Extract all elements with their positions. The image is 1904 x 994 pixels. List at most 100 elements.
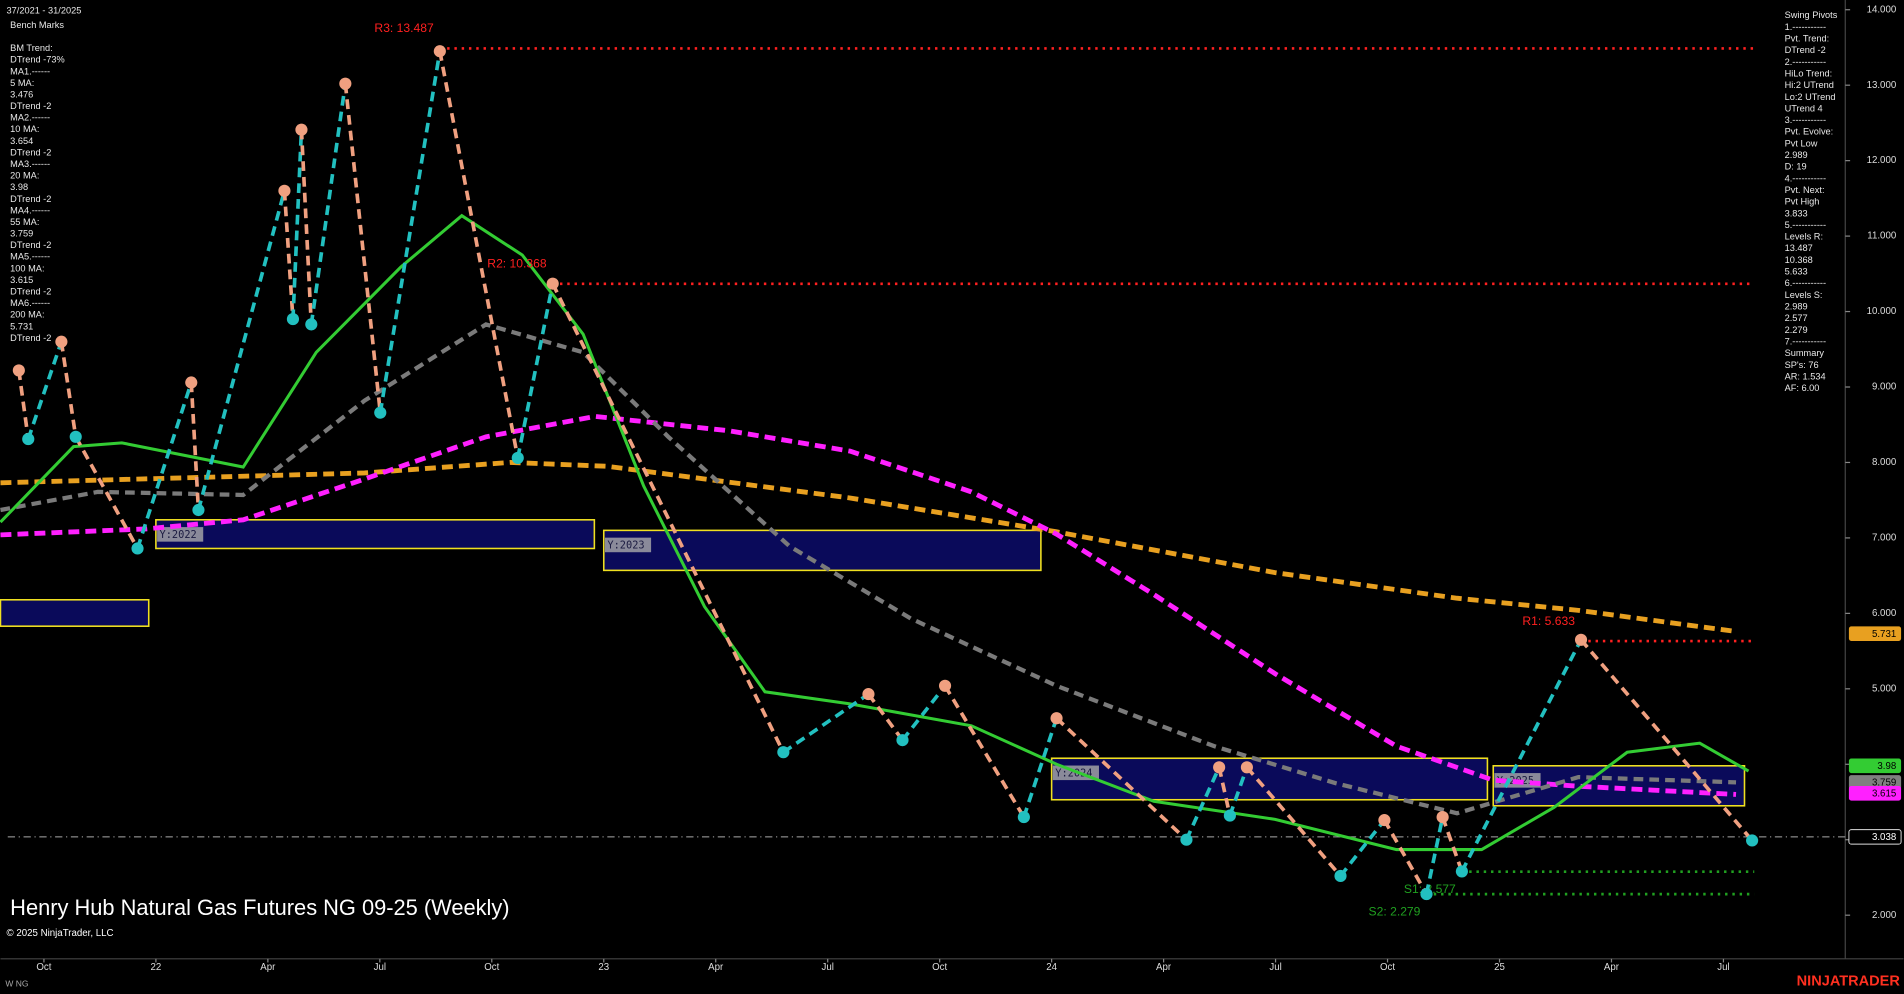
swing-pivot-line: Pvt. Next: [1785,185,1825,195]
benchmark-line: 20 MA: [10,171,39,181]
y-tick-label: 2.000 [1872,910,1897,921]
price-badge-label: 3.615 [1872,789,1896,800]
chart-title: Henry Hub Natural Gas Futures NG 09-25 (… [10,895,509,920]
pivot-point [1334,869,1347,883]
benchmark-line: DTrend -2 [10,101,51,111]
pivot-point [433,45,446,58]
pivot-point [546,277,559,290]
x-tick-label: Jul [822,962,834,973]
benchmark-line: MA3.------ [10,159,50,169]
year-box-label: Y:2024 [1055,767,1092,779]
price-badge-label: 5.731 [1872,629,1896,640]
pivot-point [1420,887,1433,901]
price-badge [1848,758,1902,774]
pivot-leg [1184,766,1221,841]
pivot-point [305,318,318,331]
pivot-point [511,451,524,465]
x-tick-label: Oct [932,962,947,973]
pivot-point [1436,811,1449,824]
y-tick-label: 8.000 [1872,457,1897,468]
swing-pivot-line: Levels R: [1785,232,1823,242]
pivot-point [192,503,205,517]
y-tick-label: 11.000 [1867,231,1897,242]
x-tick-label: 24 [1046,962,1057,973]
pivot-point [1223,809,1236,822]
swing-pivot-line: Swing Pivots [1785,10,1838,20]
benchmark-line: DTrend -73% [10,55,64,65]
swing-pivot-line: Pvt. Evolve: [1785,127,1834,137]
benchmark-line: DTrend -2 [10,287,51,297]
pivot-leg [1579,638,1754,842]
y-tick-label: 7.000 [1872,532,1897,543]
benchmark-line: 5 MA: [10,78,34,88]
pivot-leg [901,684,947,742]
swing-pivot-line: 5.633 [1785,267,1808,277]
swing-pivot-line: Hi:2 UTrend [1785,80,1834,90]
benchmark-line: 100 MA: [10,263,44,273]
pivot-leg [438,50,520,459]
swing-pivot-line: 3.833 [1785,208,1808,218]
x-tick-label: Oct [36,962,51,973]
pivot-point [1213,761,1226,774]
swing-pivot-line: 7.----------- [1785,336,1826,346]
y-tick-label: 10.000 [1867,306,1897,317]
pivot-point [1455,865,1468,878]
swing-pivot-line: 1.----------- [1785,22,1826,32]
benchmark-line: 3.98 [10,182,28,192]
pivot-point [1017,811,1030,824]
benchmark-line: 3.759 [10,229,33,239]
pivot-leg [378,50,442,413]
pivot-leg [343,83,383,413]
price-badge-label: 3.759 [1872,778,1896,789]
brand: NINJATRADER [1797,974,1901,990]
pivot-leg [1339,818,1386,878]
year-box-tag [604,537,652,553]
instrument: W NG [5,979,28,989]
pivot-leg [17,370,31,440]
swing-pivot-line: 4.----------- [1785,173,1826,183]
benchmark-line: DTrend -2 [10,240,51,250]
pivot-point [896,734,909,747]
pivot-leg [1217,766,1232,816]
price-badge-label: 3.98 [1877,761,1896,772]
swing-pivot-line: 2.989 [1785,301,1808,311]
pivot-point [131,542,144,555]
pivot-point [339,77,352,90]
swing-pivot-line: HiLo Trend: [1785,68,1833,78]
copyright: © 2025 NinjaTrader, LLC [7,928,114,939]
swing-pivot-line: 2.279 [1785,325,1808,335]
swing-pivot-line: DTrend -2 [1785,45,1826,55]
pivot-leg [782,692,870,754]
swing-pivot-line: 3.----------- [1785,115,1826,125]
year-box-tag [157,527,204,542]
swing-pivot-line: 2.----------- [1785,57,1826,67]
swing-pivot-line: 13.487 [1785,243,1813,253]
x-tick-label: Jul [1717,962,1729,973]
benchmark-line: Bench Marks [10,20,64,30]
swing-pivot-line: AF: 6.00 [1785,383,1820,393]
pivot-leg [1424,816,1445,895]
pivot-leg [291,129,304,320]
level-label: S1: 2.577 [1404,882,1456,896]
y-tick-label: 13.000 [1867,80,1897,91]
y-tick-label: 14.000 [1867,4,1897,15]
benchmark-line: DTrend -2 [10,147,51,157]
x-tick-label: 23 [598,962,609,973]
benchmark-line: 3.654 [10,136,33,146]
pivot-leg [515,283,555,459]
benchmark-line: 3.476 [10,89,33,99]
pivot-point [69,430,82,443]
year-box [155,519,596,550]
pivot-point [22,433,35,446]
x-tick-label: Jul [374,962,386,973]
pivot-leg [299,129,314,325]
x-tick-label: 25 [1494,962,1505,973]
swing-pivot-line: SP's: 76 [1785,360,1819,370]
pivot-leg [1022,717,1059,818]
pivot-point [938,679,952,692]
pivot-point [12,364,25,377]
price-badge [1848,829,1902,845]
year-box [0,599,150,627]
swing-pivot-line: 10.368 [1785,255,1813,265]
